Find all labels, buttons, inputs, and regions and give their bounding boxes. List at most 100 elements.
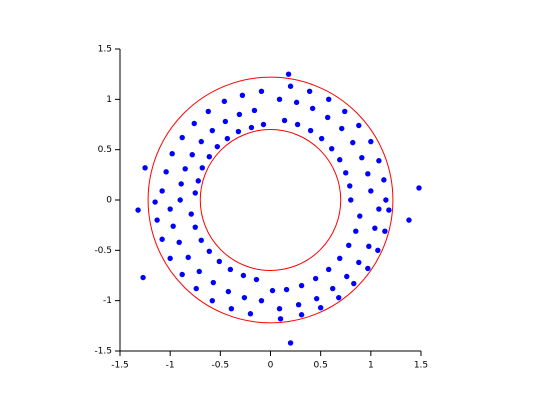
point xyxy=(339,125,345,132)
x-tick-label: -0.5 xyxy=(212,361,230,371)
y-tick-label: -1 xyxy=(103,296,112,306)
point xyxy=(330,285,336,292)
point xyxy=(199,165,205,171)
point xyxy=(298,282,305,289)
point xyxy=(416,185,422,191)
point xyxy=(283,286,290,293)
point xyxy=(135,207,141,213)
point xyxy=(343,170,349,176)
point xyxy=(359,155,365,161)
point xyxy=(298,312,305,318)
point xyxy=(152,199,158,205)
point xyxy=(276,306,283,312)
y-tick-label: 0.5 xyxy=(98,145,112,155)
point xyxy=(294,121,301,128)
point xyxy=(344,273,350,280)
x-tick-label: -1 xyxy=(166,361,175,371)
point xyxy=(188,211,194,217)
point xyxy=(235,128,242,135)
point xyxy=(142,165,148,171)
point xyxy=(227,266,234,273)
point xyxy=(309,105,316,112)
point xyxy=(356,122,362,129)
point xyxy=(176,239,182,245)
y-tick-label: -0.5 xyxy=(94,246,112,256)
point xyxy=(251,107,258,114)
point xyxy=(337,255,343,262)
point xyxy=(325,96,332,103)
point xyxy=(337,157,343,163)
y-tick-label: 1 xyxy=(106,95,112,105)
point xyxy=(191,120,197,127)
point xyxy=(224,135,231,142)
point xyxy=(386,207,392,213)
point xyxy=(375,247,381,254)
point xyxy=(318,135,325,142)
point xyxy=(383,197,389,203)
point xyxy=(366,243,372,250)
point xyxy=(198,237,204,243)
point xyxy=(179,134,185,141)
point xyxy=(182,166,188,172)
point xyxy=(192,190,198,196)
point xyxy=(140,274,146,281)
point xyxy=(277,316,284,322)
point xyxy=(356,259,362,266)
point xyxy=(247,311,254,317)
point xyxy=(221,98,228,105)
point xyxy=(169,150,175,157)
point xyxy=(236,111,243,118)
y-tick-label: 0 xyxy=(106,196,112,206)
point xyxy=(365,171,371,177)
point xyxy=(382,228,388,234)
point xyxy=(281,117,288,124)
point xyxy=(381,177,387,183)
x-tick-label: 1.5 xyxy=(414,361,428,371)
point xyxy=(192,224,198,230)
point xyxy=(193,285,199,292)
y-tick-label: -1.5 xyxy=(94,347,112,357)
point xyxy=(206,154,212,160)
point xyxy=(179,271,185,278)
point xyxy=(325,266,332,273)
point xyxy=(253,276,260,283)
point xyxy=(159,236,165,242)
point xyxy=(295,301,302,308)
point xyxy=(347,183,353,189)
point xyxy=(170,223,176,229)
point xyxy=(228,306,235,312)
reference-circle xyxy=(147,76,394,324)
point xyxy=(248,124,255,131)
point xyxy=(269,287,276,294)
point xyxy=(313,295,320,302)
reference-circle xyxy=(199,129,342,271)
point xyxy=(285,71,292,77)
point xyxy=(406,217,412,223)
point xyxy=(239,92,246,99)
point xyxy=(276,96,283,103)
y-tick-label: 1.5 xyxy=(98,45,112,55)
point xyxy=(209,127,216,134)
point xyxy=(189,152,195,158)
point xyxy=(336,294,342,301)
point xyxy=(351,280,357,287)
point xyxy=(329,145,335,152)
point xyxy=(376,206,382,212)
point xyxy=(185,254,191,261)
point xyxy=(206,248,212,255)
point xyxy=(240,272,247,279)
point xyxy=(287,340,294,346)
point xyxy=(293,99,300,106)
point xyxy=(167,255,173,262)
point xyxy=(167,206,173,212)
point xyxy=(222,118,229,125)
point xyxy=(307,127,314,134)
point xyxy=(342,108,348,115)
point xyxy=(357,213,363,219)
point xyxy=(258,88,265,94)
point xyxy=(317,305,324,311)
point xyxy=(350,139,356,146)
point xyxy=(306,88,313,94)
